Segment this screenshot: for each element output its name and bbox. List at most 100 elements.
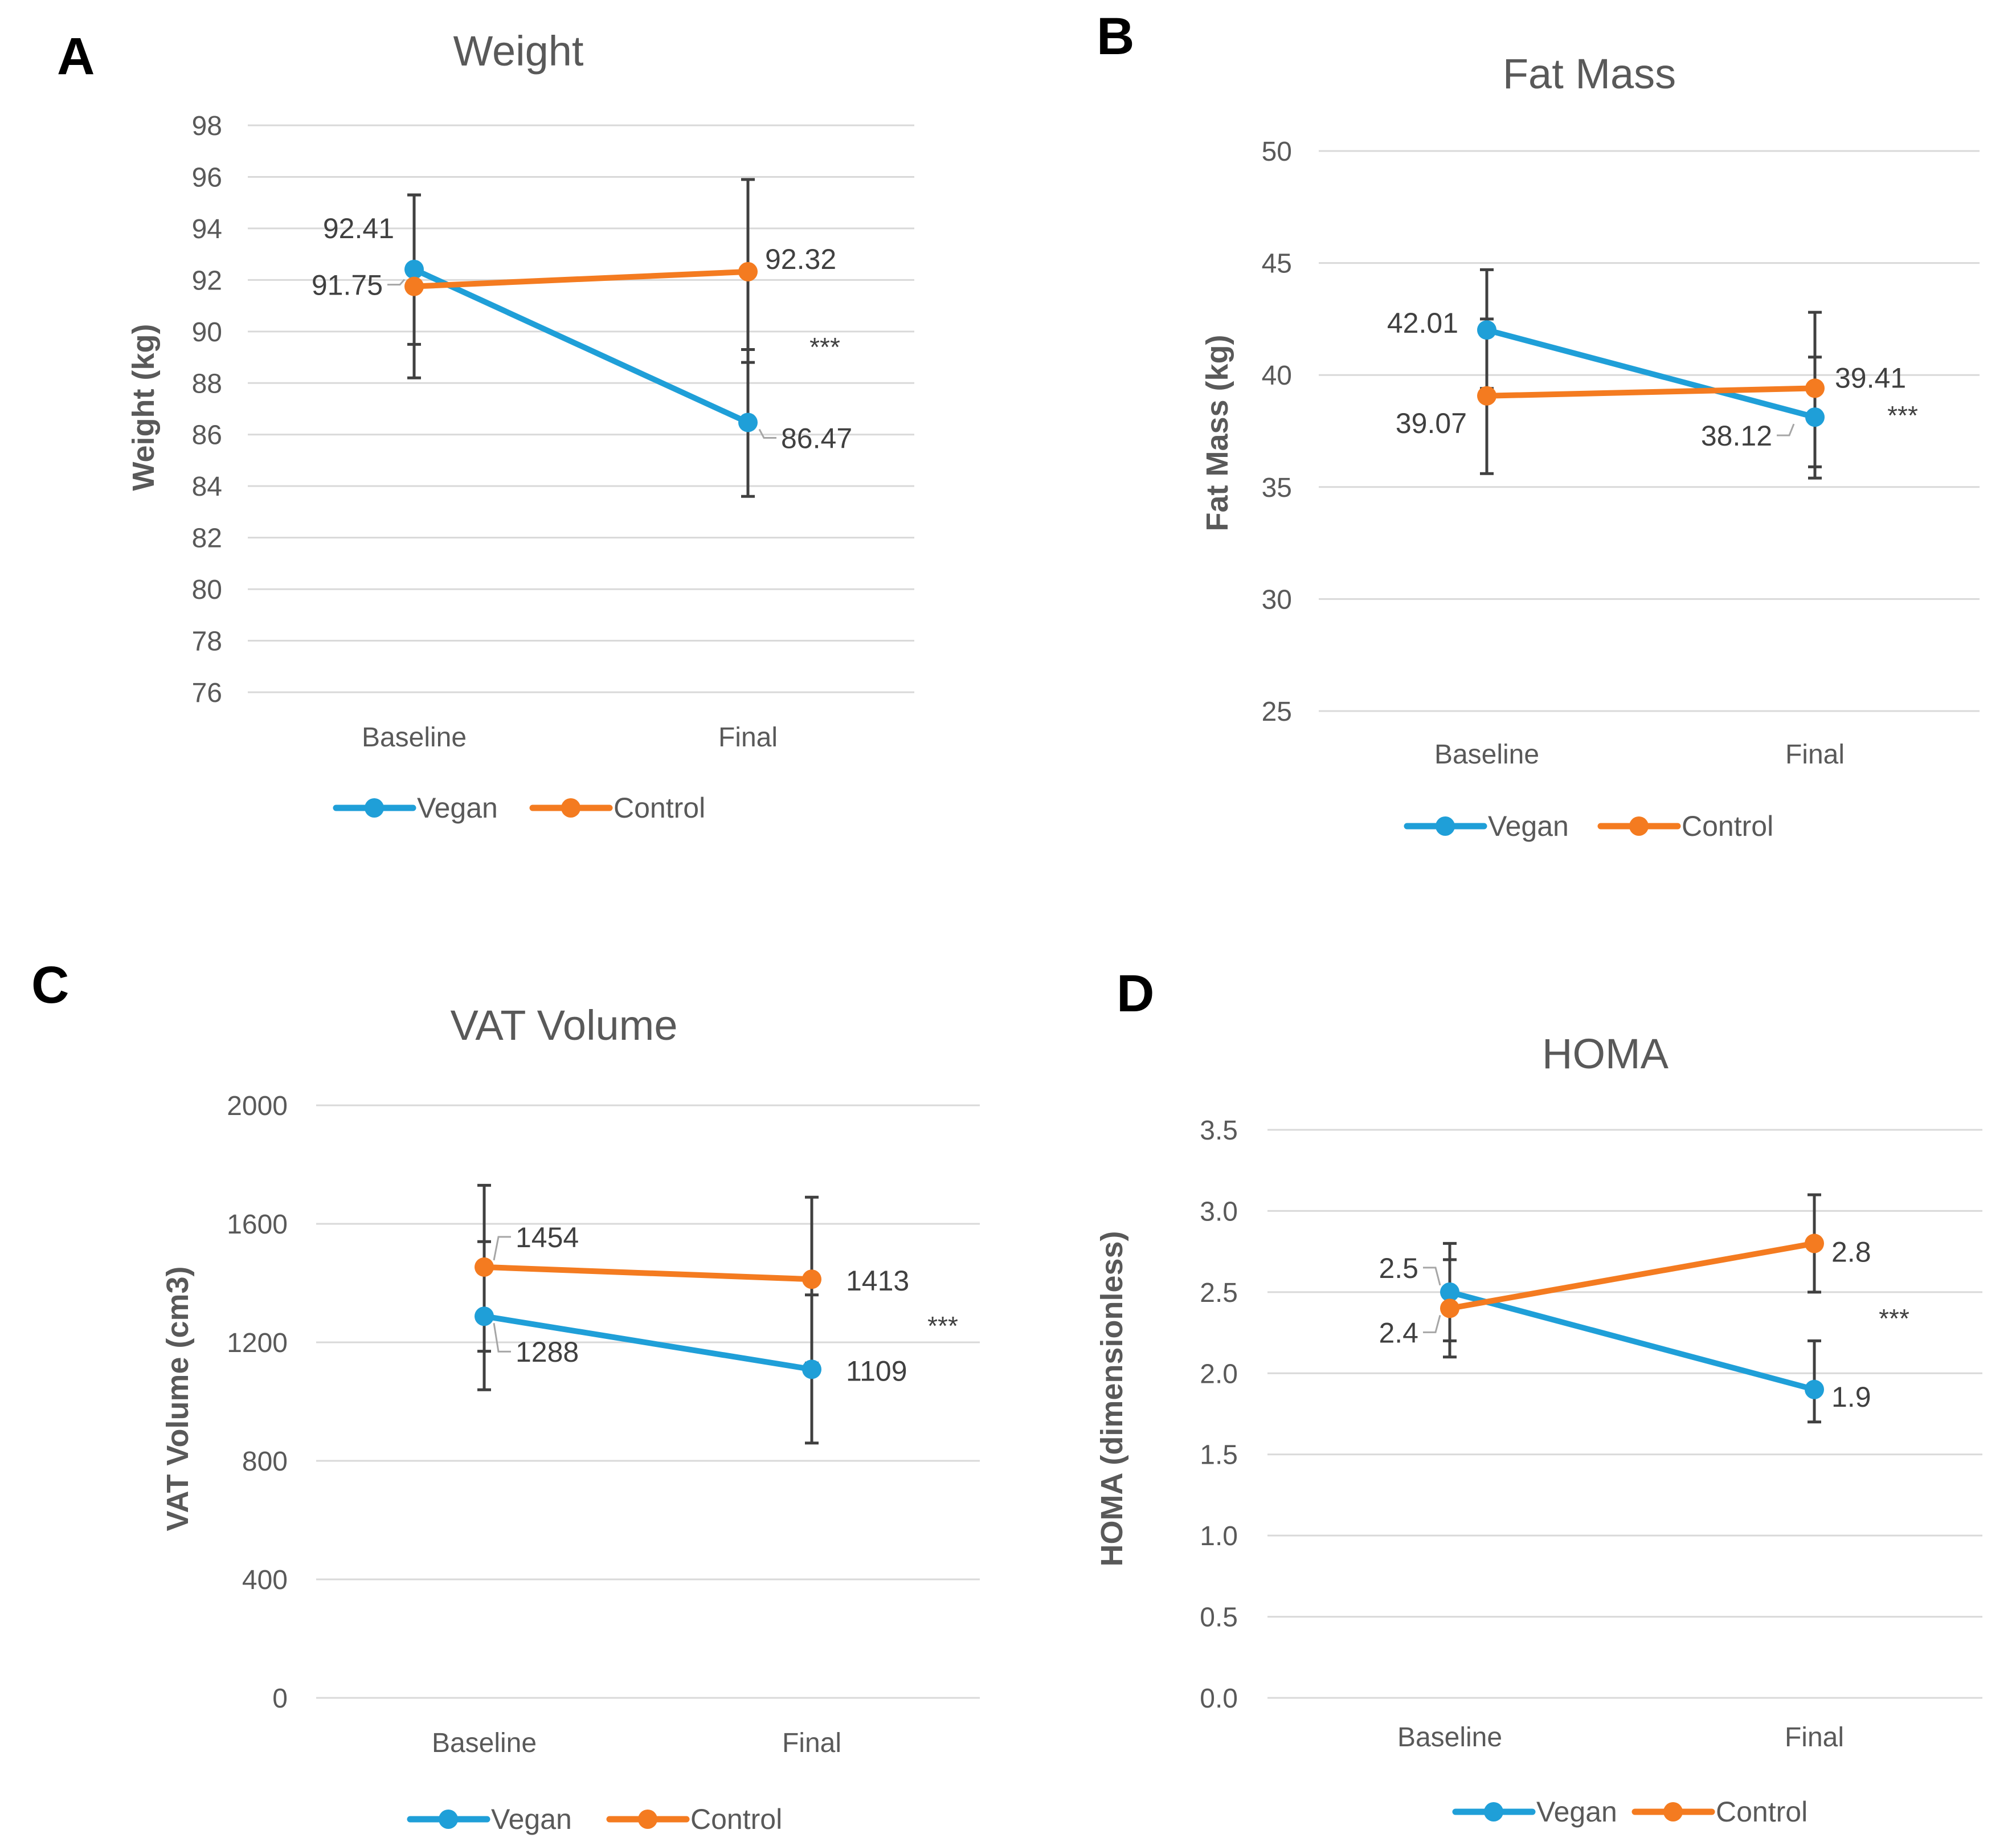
x-tick-label: Baseline [432, 1728, 537, 1758]
x-tick-label: Baseline [1434, 740, 1539, 770]
data-point-vegan [475, 1306, 494, 1326]
y-tick-label: 1600 [227, 1210, 288, 1240]
y-tick-label: 90 [192, 317, 222, 348]
legend-label-control: Control [690, 1803, 782, 1835]
data-point-control [475, 1257, 494, 1277]
data-point-vegan [802, 1359, 821, 1379]
label-leader [1777, 423, 1795, 436]
y-tick-label: 76 [192, 678, 222, 708]
data-point-vegan [404, 259, 424, 279]
significance-annotation: *** [1887, 401, 1918, 430]
x-tick-label: Final [782, 1728, 841, 1758]
y-tick-label: 80 [192, 575, 222, 605]
legend: Vegan Control [1452, 1796, 1808, 1828]
data-point-control [1805, 1234, 1824, 1253]
legend-marker-vegan [439, 1810, 458, 1829]
panel-letter: C [31, 956, 69, 1014]
y-tick-label: 30 [1262, 585, 1292, 615]
panel-letter: B [1097, 7, 1134, 66]
series-line-vegan [1447, 1289, 1817, 1392]
y-tick-label: 84 [192, 472, 222, 502]
y-tick-label: 0.0 [1200, 1684, 1238, 1714]
y-axis-title: Weight (kg) [126, 324, 161, 491]
series-line-vegan [411, 266, 751, 426]
data-label-control: 39.41 [1835, 362, 1906, 394]
y-tick-label: 45 [1262, 249, 1292, 279]
chart-panel-d: D HOMA 0.0 0.5 1.0 1.5 2.0 2.5 3.0 3.5 Baseline Fin… [1095, 965, 1982, 1828]
y-tick-label: 92 [192, 266, 222, 296]
data-label-vegan: 38.12 [1701, 420, 1772, 452]
data-point-vegan [1805, 1379, 1824, 1399]
data-label-vegan: 1.9 [1831, 1381, 1871, 1413]
legend-label-vegan: Vegan [417, 792, 498, 824]
legend-marker-control [1629, 816, 1649, 836]
x-tick-label: Baseline [362, 722, 467, 753]
data-label-control: 2.8 [1831, 1236, 1871, 1268]
y-tick-label: 35 [1262, 473, 1292, 503]
data-label-vegan: 42.01 [1387, 307, 1458, 339]
significance-annotation: *** [809, 332, 840, 362]
label-leader [758, 428, 776, 439]
y-tick-label: 86 [192, 420, 222, 451]
legend: Vegan Control [1404, 810, 1773, 842]
y-tick-label: 0 [272, 1684, 288, 1714]
panel-letter: D [1117, 965, 1154, 1023]
x-tick-label: Baseline [1397, 1722, 1502, 1753]
label-leader [1423, 1314, 1441, 1333]
y-tick-label: 96 [192, 162, 222, 193]
data-label-control: 39.07 [1396, 407, 1467, 439]
label-leader [387, 279, 406, 286]
legend: Vegan Control [407, 1803, 782, 1835]
data-label-control: 92.32 [765, 243, 836, 275]
legend-marker-vegan [1436, 816, 1455, 836]
legend-marker-vegan [1484, 1802, 1503, 1822]
y-tick-label: 1200 [227, 1328, 288, 1358]
data-point-vegan [1440, 1282, 1459, 1302]
y-tick-label: 1.0 [1200, 1521, 1238, 1551]
y-tick-label: 50 [1262, 137, 1292, 167]
y-tick-label: 0.5 [1200, 1603, 1238, 1633]
chart-panel-c: C VAT Volume 0 400 800 1200 1600 2000 Baseline Fi… [31, 956, 980, 1835]
chart-title: HOMA [1542, 1030, 1669, 1077]
data-point-control [404, 276, 424, 296]
y-tick-label: 25 [1262, 697, 1292, 727]
data-point-control [1805, 378, 1825, 398]
legend-marker-control [638, 1810, 657, 1829]
significance-annotation: *** [1879, 1304, 1909, 1333]
legend-label-vegan: Vegan [1536, 1796, 1617, 1828]
y-tick-label: 3.0 [1200, 1196, 1238, 1227]
label-leader [1423, 1267, 1441, 1286]
series-line-control [1484, 385, 1818, 399]
x-tick-label: Final [1785, 1722, 1844, 1753]
series-line-control [481, 1264, 815, 1283]
y-tick-label: 82 [192, 524, 222, 554]
y-tick-label: 800 [242, 1447, 288, 1477]
y-tick-label: 94 [192, 214, 222, 244]
chart-title: Weight [453, 27, 584, 75]
y-tick-label: 400 [242, 1565, 288, 1595]
y-tick-label: 40 [1262, 361, 1292, 391]
data-point-vegan [738, 413, 758, 432]
y-axis-title: Fat Mass (kg) [1200, 334, 1234, 531]
data-point-vegan [1805, 407, 1825, 427]
x-tick-label: Final [718, 722, 778, 753]
chart-title: VAT Volume [451, 1002, 678, 1049]
chart-title: Fat Mass [1503, 50, 1676, 97]
legend-label-control: Control [1682, 810, 1773, 842]
y-tick-label: 2000 [227, 1091, 288, 1121]
data-label-control: 91.75 [312, 269, 383, 301]
series-line-control [411, 268, 751, 289]
label-leader [493, 1323, 511, 1353]
data-label-vegan: 1109 [846, 1355, 907, 1387]
y-axis-title: VAT Volume (cm3) [161, 1266, 195, 1531]
data-point-control [1477, 386, 1496, 406]
legend: Vegan Control [333, 792, 705, 824]
y-tick-label: 3.5 [1200, 1116, 1238, 1146]
data-label-vegan: 2.5 [1379, 1252, 1418, 1284]
y-tick-label: 2.5 [1200, 1278, 1238, 1308]
data-point-control [1440, 1298, 1459, 1318]
data-label-vegan: 1288 [516, 1336, 579, 1368]
legend-label-control: Control [614, 792, 705, 824]
y-tick-label: 78 [192, 627, 222, 657]
legend-marker-vegan [365, 798, 384, 818]
